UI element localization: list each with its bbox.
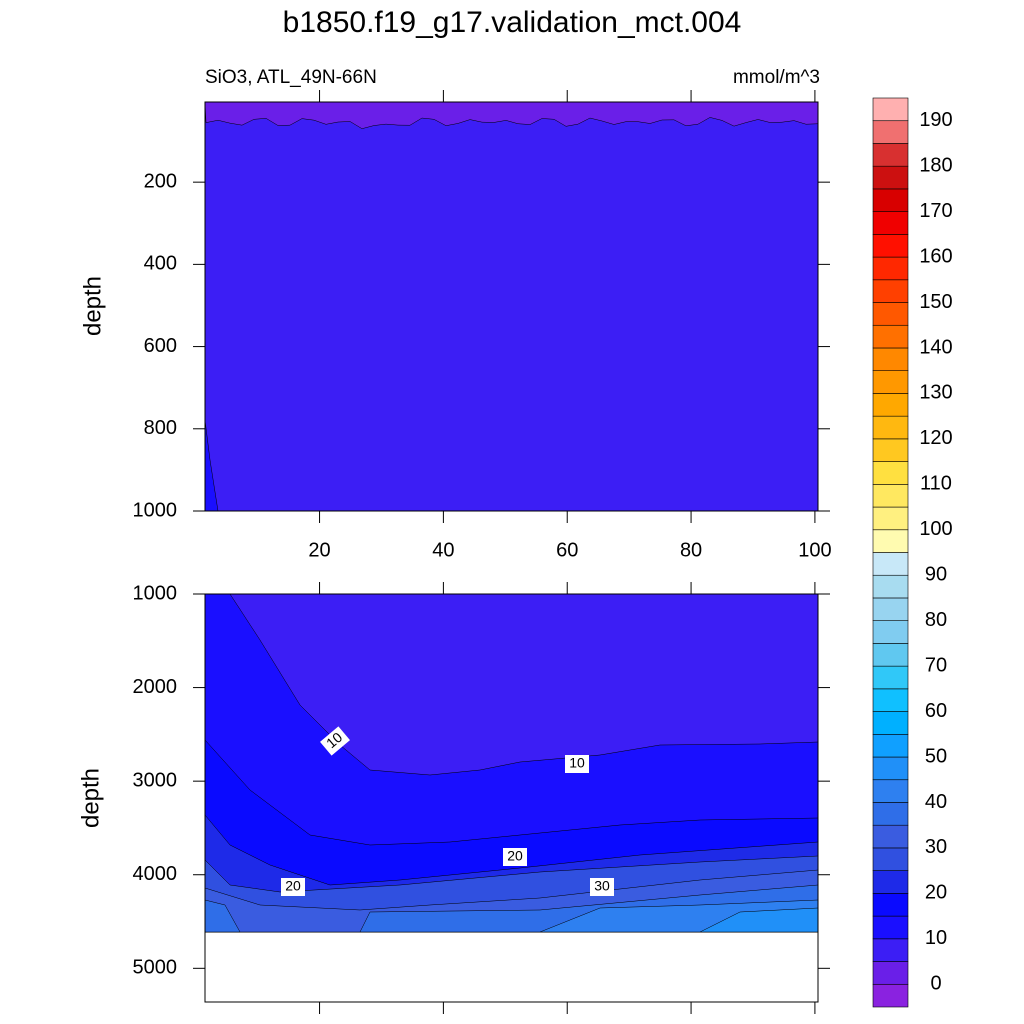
plot-frame [204,593,819,1003]
colorbar-box [872,870,909,894]
colorbar-box [872,779,909,803]
y-axis-label: depth [77,768,104,828]
colorbar-label: 190 [919,109,952,131]
colorbar-box [872,120,909,144]
subtitle-right: mmol/m^3 [733,67,820,88]
colorbar-box [872,415,909,440]
y-tick-label: 600 [144,335,177,357]
colorbar-box [872,824,909,849]
colorbar-box [872,847,909,871]
contour-label: 20 [285,878,301,894]
colorbar-box [872,143,909,167]
colorbar-box [872,915,909,940]
colorbar-box [872,574,909,599]
x-tick-label: 40 [432,539,454,561]
colorbar-label: 180 [919,154,952,176]
colorbar-box [872,597,909,621]
y-tick-label: 4000 [133,863,178,885]
colorbar-box [872,234,909,258]
colorbar-box [872,279,909,303]
colorbar-label: 70 [925,654,947,676]
colorbar-label: 10 [925,927,947,949]
colorbar-box [872,961,909,985]
y-tick-label: 200 [144,170,177,192]
label-box [565,755,589,773]
label-box [590,878,614,896]
y-tick-label: 2000 [133,676,178,698]
colorbar-box [872,484,909,508]
colorbar-box [872,643,909,667]
label-box [320,726,350,756]
colorbar-label: 80 [925,609,947,631]
contour-label: 10 [569,755,585,771]
contour-label: 20 [507,848,523,864]
colorbar-label: 160 [919,245,952,267]
plot-frame [204,101,819,512]
colorbar-box [872,188,909,212]
contour-fill [204,101,819,129]
colorbar-label: 110 [920,473,952,495]
y-tick-label: 3000 [133,769,178,791]
colorbar-label: 90 [925,564,947,586]
colorbar-label: 100 [919,518,952,540]
colorbar-box [872,711,909,735]
subtitle-left: SiO3, ATL_49N-66N [205,67,377,88]
colorbar-label: 120 [919,427,952,449]
colorbar-label: 60 [925,700,947,722]
colorbar-label: 40 [925,791,947,813]
colorbar-box [872,529,909,553]
colorbar-box [872,393,909,417]
colorbar-label: 30 [925,836,947,858]
colorbar-box [872,347,909,372]
colorbar-label: 140 [919,336,952,358]
y-tick-label: 1000 [133,582,178,604]
y-tick-label: 5000 [133,957,178,979]
colorbar-label: 130 [919,382,952,404]
colorbar-label: 50 [925,745,947,767]
x-tick-label: 20 [308,539,330,561]
colorbar-box [872,324,909,349]
colorbar-box [872,733,909,758]
colorbar-box [872,665,909,690]
colorbar-box [872,620,909,644]
colorbar-box [872,370,909,394]
colorbar-label: 150 [919,291,952,313]
colorbar-box [872,983,909,1008]
chart-title: b1850.f19_g17.validation_mct.004 [283,6,742,39]
colorbar-box [872,756,909,781]
colorbar-box [872,552,909,576]
colorbar-box [872,97,909,122]
y-tick-label: 400 [144,253,177,275]
x-tick-label: 80 [680,539,702,561]
x-tick-label: 60 [556,539,578,561]
colorbar-box [872,165,909,190]
label-box [281,878,305,896]
colorbar-box [872,688,909,712]
colorbar-box [872,256,909,281]
colorbar-box [872,938,909,962]
y-tick-label: 800 [144,417,177,439]
colorbar-box [872,211,909,235]
contour-label: 30 [594,878,610,894]
y-tick-label: 1000 [133,499,178,521]
contour-fill [205,102,818,511]
colorbar-box [872,893,909,917]
colorbar-box [872,461,909,485]
colorbar-label: 0 [930,973,941,995]
colorbar-box [872,506,909,531]
colorbar-box [872,802,909,826]
colorbar-label: 20 [925,882,947,904]
colorbar-box [872,302,909,326]
y-axis-label: depth [79,276,106,336]
colorbar-box [872,438,909,462]
x-tick-label: 100 [798,539,831,561]
colorbar-label: 170 [919,200,952,222]
label-box [503,848,527,866]
